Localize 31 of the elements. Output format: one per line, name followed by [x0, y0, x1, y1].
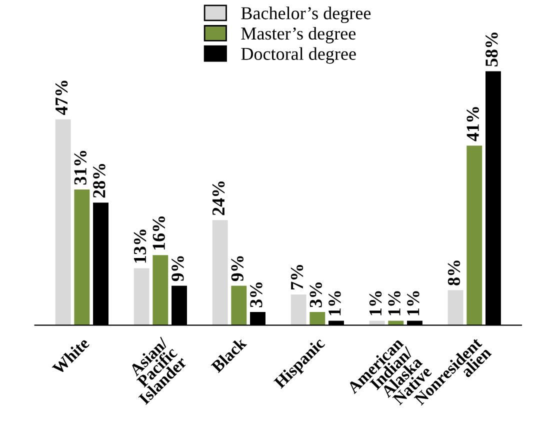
data-label: 1% [369, 291, 382, 316]
data-label: 3% [250, 282, 262, 308]
data-label: 24% [212, 182, 225, 216]
data-label: 9% [172, 256, 184, 282]
bar [448, 290, 464, 326]
bar [290, 294, 306, 326]
bar [212, 220, 228, 326]
data-label: 13% [134, 230, 146, 263]
data-label: 16% [152, 216, 165, 250]
data-label: 9% [231, 256, 244, 282]
data-label: 3% [310, 282, 322, 308]
bar [152, 255, 168, 326]
data-label: 47% [55, 80, 68, 115]
legend-label: Master’s degree [241, 26, 356, 44]
bar [310, 312, 326, 326]
bar [55, 119, 71, 326]
bar [466, 146, 482, 326]
data-label: 1% [328, 291, 341, 316]
legend-label: Doctoral degree [241, 47, 356, 64]
bar [74, 189, 90, 326]
data-label: 28% [93, 164, 106, 198]
data-label: 58% [486, 32, 498, 66]
data-label: 1% [388, 291, 400, 316]
data-label: 41% [466, 107, 479, 142]
bar [134, 268, 150, 326]
legend-label: Bachelor’s degree [241, 6, 371, 24]
data-label: 1% [407, 291, 420, 316]
data-label: 31% [74, 150, 87, 185]
data-label: 8% [448, 260, 460, 286]
bar [231, 286, 247, 326]
data-label: 7% [290, 264, 304, 290]
